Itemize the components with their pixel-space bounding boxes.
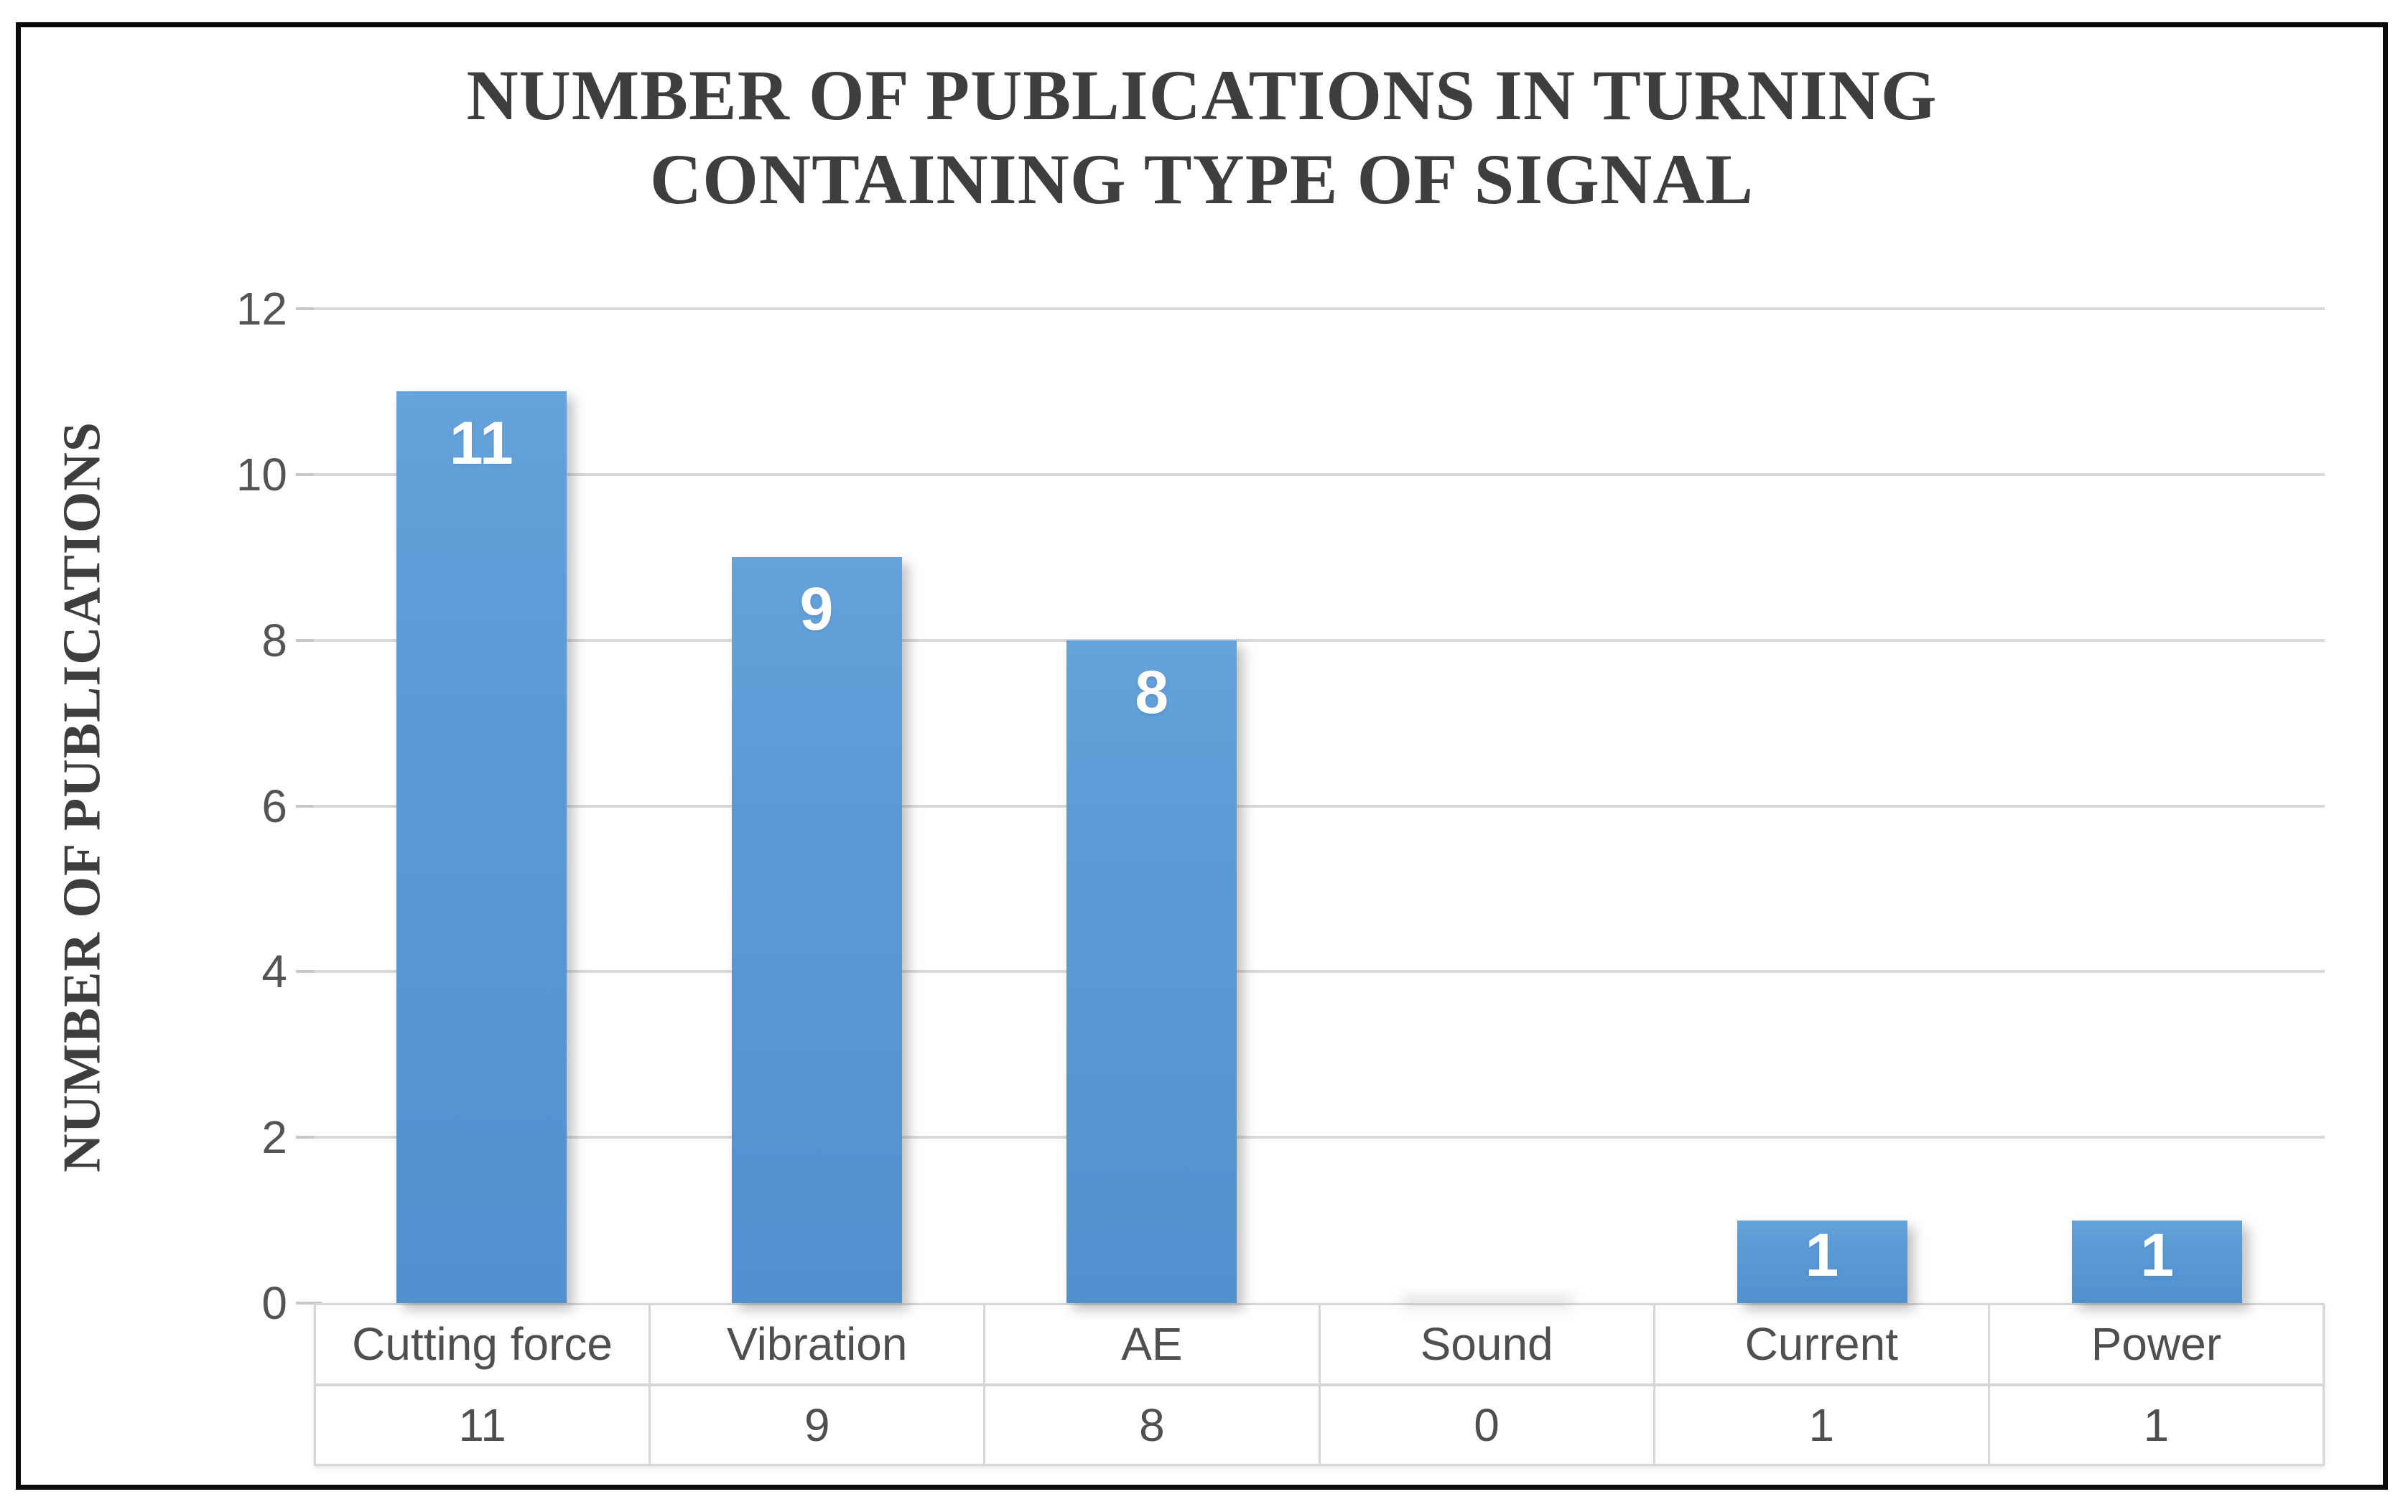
table-value-cell: 1 [1987,1386,2323,1464]
bar-slot-power: 1 [1989,309,2325,1303]
y-tick-label: 4 [261,946,287,998]
bar-value-label: 1 [1805,1221,1839,1289]
bar-current: 1 [1737,1220,1907,1303]
gridline [314,472,2325,476]
bar-power: 1 [2072,1220,2243,1303]
y-tick-label: 10 [236,448,287,500]
y-tick-label: 8 [261,614,287,666]
y-axis-title: NUMBER OF PUBLICATIONS [52,421,112,1172]
y-tick-mark [296,638,322,642]
plot-area: 11 9 8 1 [314,307,2325,1306]
gridline [314,970,2325,974]
chart-title: NUMBER OF PUBLICATIONS IN TURNING CONTAI… [21,53,2383,221]
bars-container: 11 9 8 1 [314,309,2325,1306]
table-value-cell: 1 [1652,1386,1988,1464]
table-value-row: 11 9 8 0 1 1 [316,1386,2323,1464]
bar-slot-vibration: 9 [649,309,985,1303]
table-category-cell: Current [1652,1305,1988,1383]
y-tick-label: 12 [236,283,287,335]
table-value-cell: 8 [983,1386,1318,1464]
y-tick-mark [296,1302,322,1305]
bar-slot-current: 1 [1655,309,1990,1303]
table-category-cell: Power [1987,1305,2323,1383]
y-axis-tick-labels: 12 10 8 6 4 2 0 [122,286,287,1326]
data-table: Cutting force Vibration AE Sound Current… [314,1303,2325,1466]
y-tick-label: 6 [261,780,287,832]
y-tick-mark [296,307,322,310]
y-tick-label: 2 [261,1111,287,1164]
bar-value-label: 8 [1135,658,1169,726]
gridline [314,638,2325,642]
y-tick-mark [296,970,322,974]
table-category-cell: Sound [1318,1305,1653,1383]
table-value-cell: 11 [458,1399,506,1451]
table-value-cell: 9 [649,1386,983,1464]
bar-ae: 8 [1066,640,1237,1303]
chart-title-line1: NUMBER OF PUBLICATIONS IN TURNING [466,55,1938,135]
table-category-cell: AE [983,1305,1318,1383]
bar-sound [1401,1297,1572,1306]
bar-vibration: 9 [731,557,902,1303]
chart-title-line2: CONTAINING TYPE OF SIGNAL [649,139,1754,219]
gridline [314,804,2325,808]
y-tick-mark [296,1136,322,1139]
gridline [314,1136,2325,1139]
bar-cutting-force: 11 [396,391,567,1303]
chart-frame: NUMBER OF PUBLICATIONS IN TURNING CONTAI… [16,22,2388,1490]
bar-slot-sound [1319,309,1655,1306]
bar-slot-ae: 8 [984,309,1319,1303]
y-axis-tick-marks [296,307,322,1305]
bar-value-label: 11 [449,409,513,477]
gridline [314,307,2325,310]
bar-slot-cutting-force: 11 [314,309,649,1303]
bar-value-label: 9 [799,575,834,643]
table-category-row: Cutting force Vibration AE Sound Current… [316,1305,2323,1386]
y-tick-label: 0 [261,1277,287,1329]
table-category-cell: Vibration [649,1305,983,1383]
table-value-cell: 0 [1318,1386,1653,1464]
y-tick-mark [296,472,322,476]
table-category-cell: Cutting force [352,1318,613,1371]
y-tick-mark [296,804,322,808]
bar-value-label: 1 [2140,1221,2175,1289]
